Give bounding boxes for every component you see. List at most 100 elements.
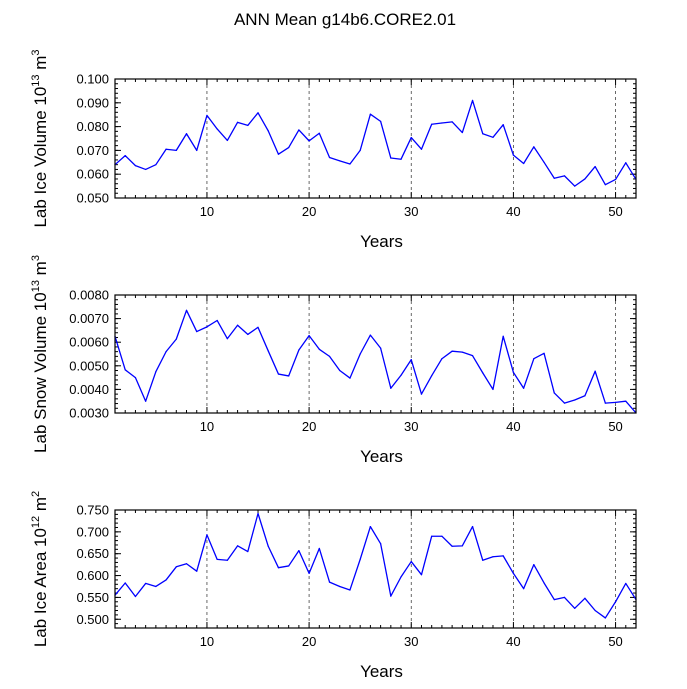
data-point bbox=[124, 582, 126, 584]
data-point bbox=[196, 330, 198, 333]
data-point bbox=[614, 401, 617, 403]
data-point bbox=[553, 598, 555, 601]
y-tick-label: 0.080 bbox=[76, 119, 109, 134]
data-point bbox=[288, 375, 290, 377]
data-point bbox=[359, 149, 361, 151]
data-point bbox=[196, 149, 198, 151]
y-axis-label-prefix: Lab Ice Volume 10 bbox=[31, 87, 50, 228]
data-point bbox=[451, 121, 453, 123]
data-point bbox=[512, 572, 515, 574]
data-point bbox=[604, 184, 606, 186]
data-point bbox=[380, 120, 382, 122]
data-point bbox=[145, 168, 147, 171]
data-point bbox=[431, 375, 433, 377]
data-point bbox=[134, 377, 137, 379]
data-point bbox=[390, 387, 392, 389]
x-axis-label: Years bbox=[360, 662, 403, 681]
y-axis-label-unit-exponent: 2 bbox=[30, 491, 42, 497]
data-point bbox=[390, 595, 392, 597]
y-tick-label: 0.090 bbox=[76, 95, 109, 110]
y-tick-label: 0.0070 bbox=[69, 311, 109, 326]
data-point bbox=[155, 371, 157, 373]
data-point bbox=[298, 129, 300, 131]
data-point bbox=[533, 358, 535, 360]
data-point bbox=[339, 585, 341, 588]
y-axis-label: Lab Ice Volume 1013 m3 bbox=[30, 49, 50, 227]
data-point bbox=[410, 136, 412, 139]
data-point bbox=[339, 160, 341, 162]
data-point bbox=[563, 175, 566, 177]
data-point bbox=[145, 400, 147, 402]
data-point bbox=[145, 582, 147, 585]
data-point bbox=[502, 335, 504, 337]
data-point bbox=[257, 112, 259, 114]
data-point bbox=[400, 576, 402, 578]
data-point bbox=[206, 326, 208, 328]
data-point bbox=[584, 597, 586, 599]
data-point bbox=[410, 560, 412, 563]
data-point bbox=[614, 178, 617, 181]
data-point bbox=[420, 574, 423, 576]
data-point bbox=[625, 400, 627, 402]
data-point bbox=[175, 566, 177, 568]
data-point bbox=[124, 369, 126, 371]
x-tick-label: 20 bbox=[302, 634, 316, 649]
data-point bbox=[318, 547, 320, 550]
data-point bbox=[175, 338, 177, 340]
data-point bbox=[543, 582, 545, 584]
x-tick-label: 20 bbox=[302, 419, 316, 434]
data-point bbox=[165, 351, 167, 353]
data-point bbox=[431, 123, 433, 125]
data-point bbox=[165, 579, 167, 581]
data-point bbox=[482, 559, 484, 561]
data-point bbox=[543, 161, 545, 163]
data-point bbox=[492, 556, 494, 558]
data-point bbox=[267, 350, 269, 352]
x-tick-label: 40 bbox=[506, 204, 520, 219]
data-point bbox=[288, 565, 290, 567]
y-axis-label-unit-exponent: 3 bbox=[30, 255, 42, 261]
data-point bbox=[584, 178, 586, 180]
data-point bbox=[614, 601, 617, 603]
data-point bbox=[461, 545, 463, 547]
data-point bbox=[410, 359, 412, 361]
y-tick-label: 0.500 bbox=[76, 612, 109, 627]
data-point bbox=[318, 348, 320, 350]
data-point bbox=[185, 133, 188, 135]
data-point bbox=[185, 563, 188, 565]
data-point bbox=[441, 122, 443, 124]
data-point bbox=[277, 373, 280, 375]
figure-title: ANN Mean g14b6.CORE2.01 bbox=[234, 10, 456, 29]
data-point bbox=[277, 567, 280, 569]
data-point bbox=[625, 582, 627, 585]
y-axis-label-exponent: 13 bbox=[30, 74, 42, 86]
data-point bbox=[247, 124, 249, 127]
y-axis-label-exponent: 12 bbox=[30, 516, 42, 528]
data-point bbox=[441, 535, 443, 537]
data-point bbox=[563, 596, 566, 599]
y-tick-label: 0.550 bbox=[76, 590, 109, 605]
y-tick-label: 0.100 bbox=[76, 72, 109, 87]
data-point bbox=[431, 535, 433, 537]
data-point bbox=[492, 388, 494, 390]
x-tick-label: 50 bbox=[608, 634, 622, 649]
data-point bbox=[369, 526, 371, 528]
y-axis-label: Lab Snow Volume 1013 m3 bbox=[30, 255, 50, 453]
x-axis-label: Years bbox=[360, 232, 403, 251]
data-point bbox=[267, 545, 269, 547]
data-point bbox=[461, 351, 463, 353]
series-line bbox=[114, 309, 637, 414]
data-point bbox=[328, 581, 331, 583]
data-point bbox=[380, 543, 382, 545]
data-point bbox=[492, 136, 494, 138]
data-point bbox=[471, 99, 474, 102]
data-point bbox=[461, 131, 463, 134]
y-axis-label-prefix: Lab Snow Volume 10 bbox=[31, 292, 50, 453]
y-tick-label: 0.050 bbox=[76, 191, 109, 206]
data-point bbox=[523, 387, 525, 389]
data-point bbox=[267, 130, 269, 132]
y-tick-label: 0.650 bbox=[76, 546, 109, 561]
y-axis-label: Lab Ice Area 1012 m2 bbox=[30, 491, 50, 647]
y-tick-label: 0.0040 bbox=[69, 382, 109, 397]
data-point bbox=[594, 165, 596, 168]
